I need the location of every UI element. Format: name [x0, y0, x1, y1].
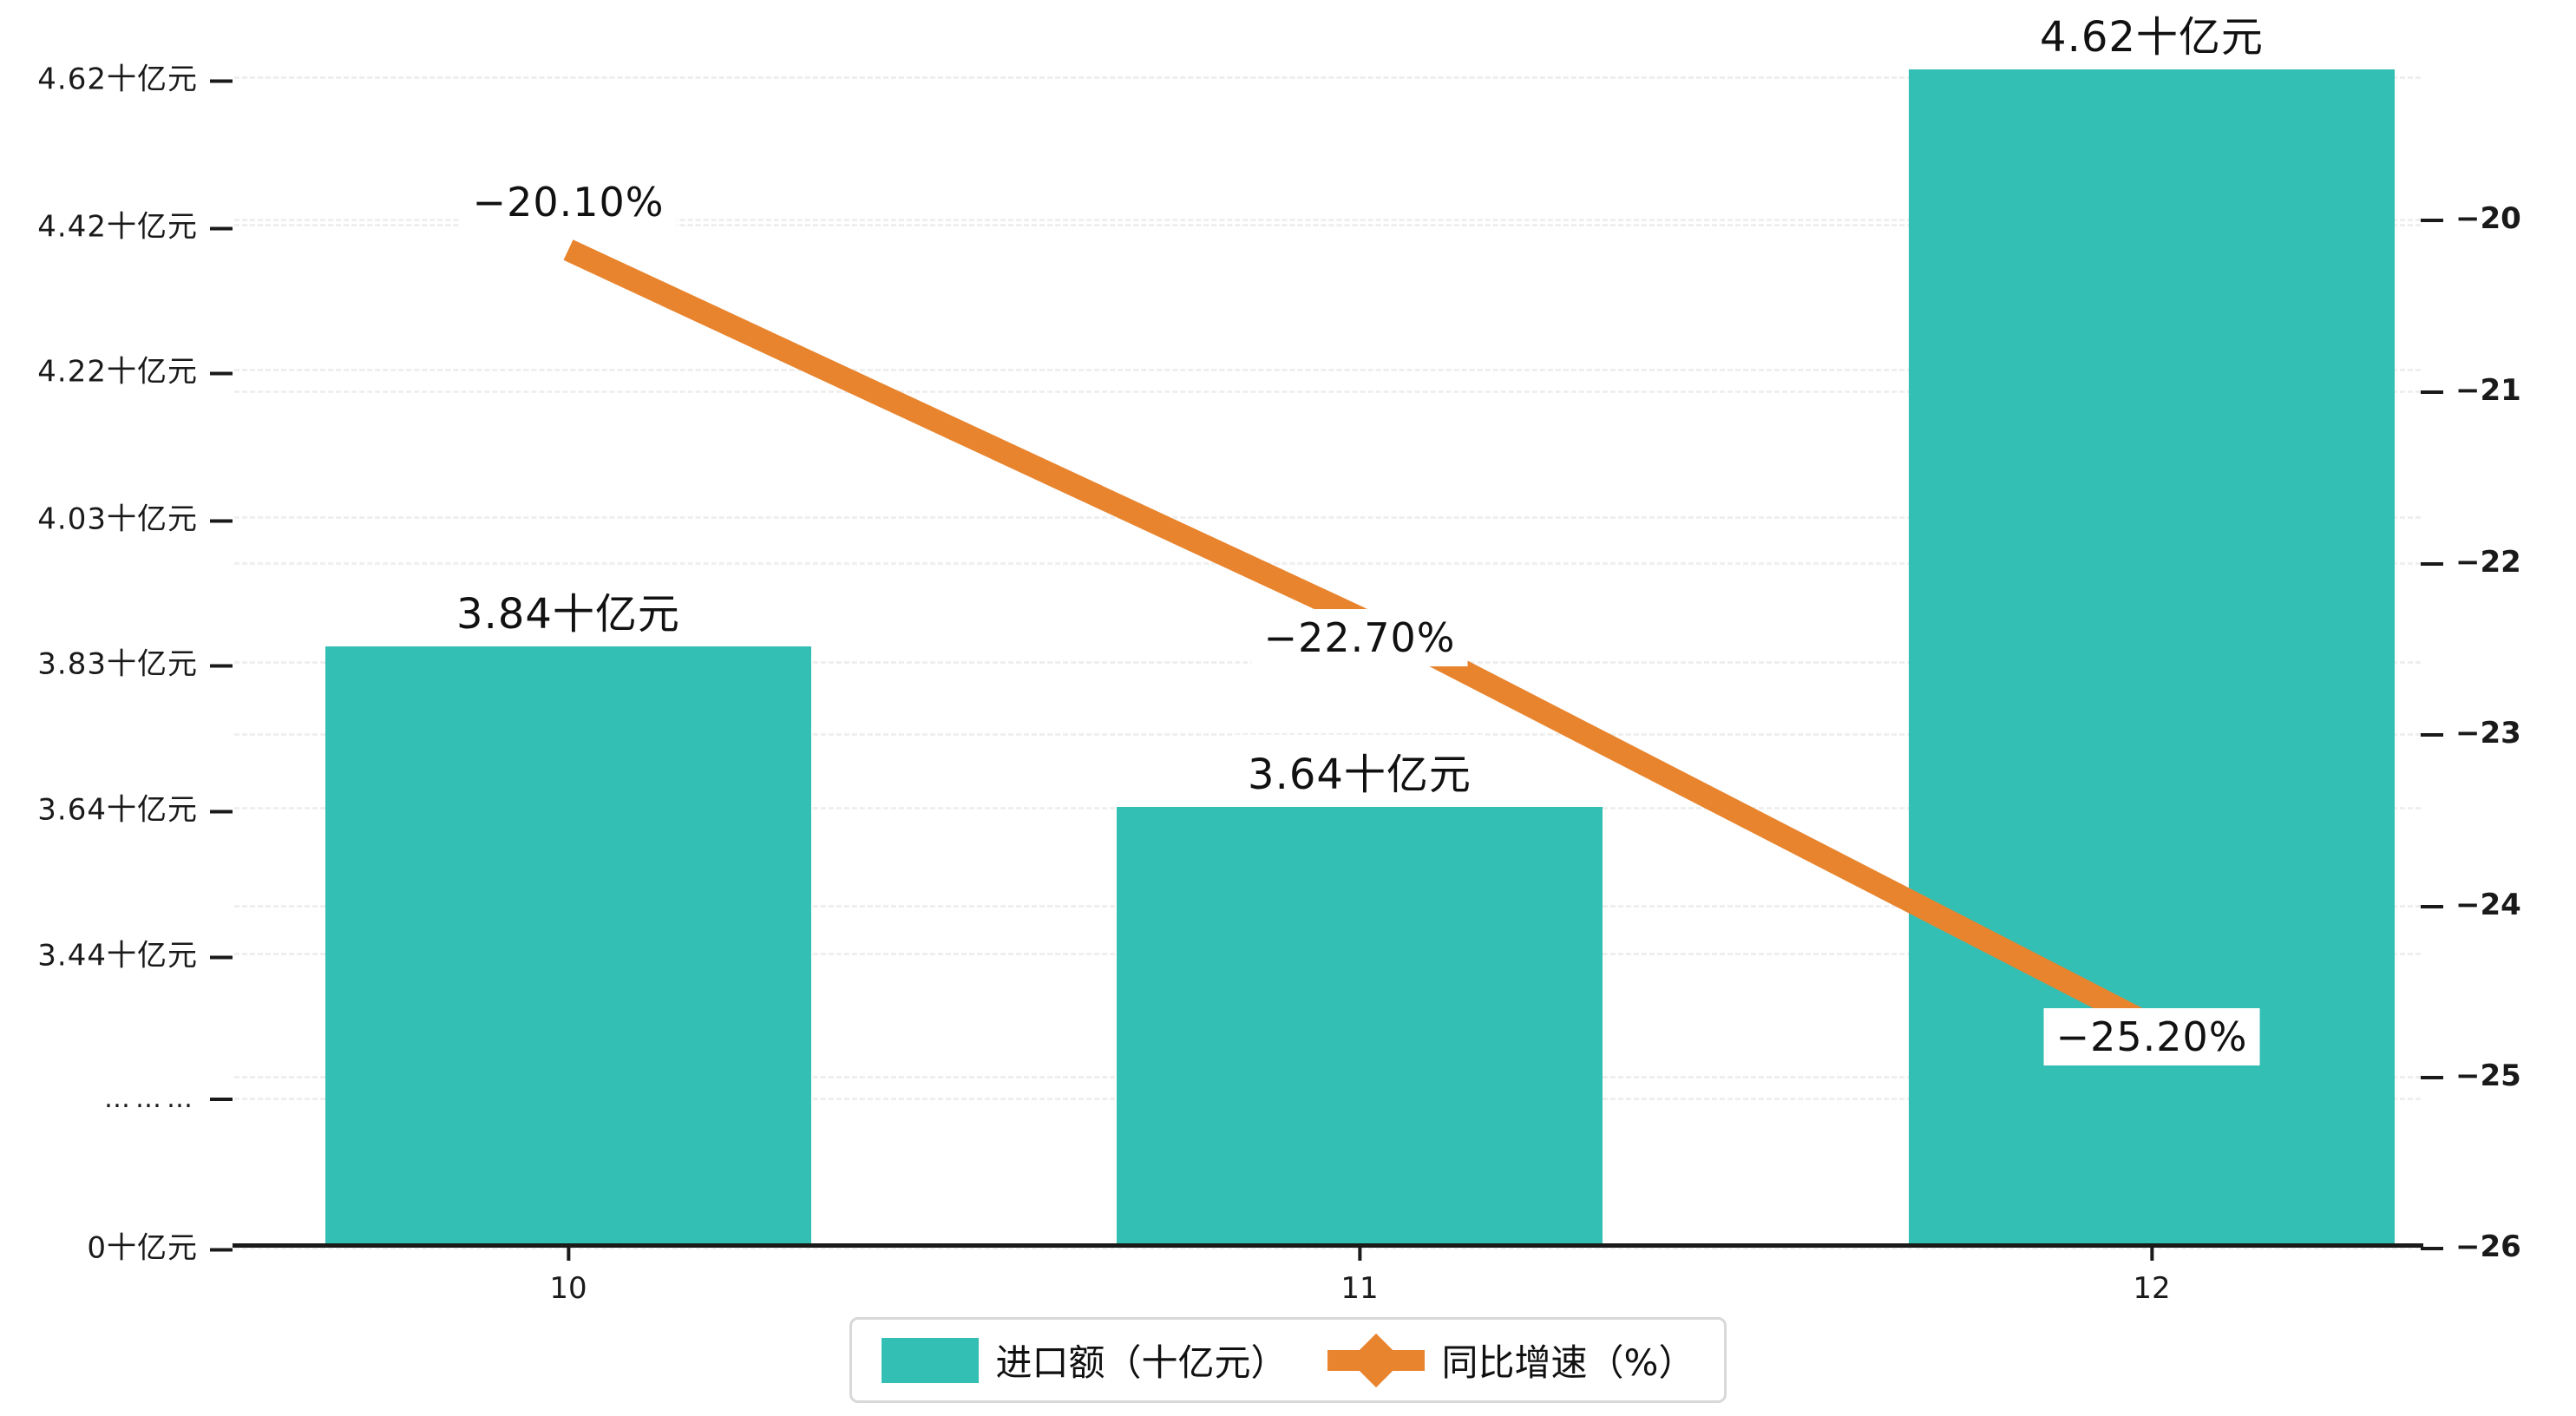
line-value-label: −22.70% [1251, 609, 1468, 666]
tick-text: 0十亿元 [87, 1230, 198, 1266]
gridline [234, 224, 2421, 226]
tick-mark [210, 1097, 233, 1101]
left-y-tick-label: 3.83十亿元 [37, 640, 233, 683]
tick-text: 3.44十亿元 [37, 938, 198, 974]
x-axis-tick-label: 10 [549, 1271, 587, 1306]
tick-mark [210, 955, 233, 959]
tick-mark [566, 1243, 570, 1261]
right-y-axis: −20 −21 −22 −23 −24 −25 −26 [2421, 0, 2576, 1264]
chart-legend[interactable]: 进口额（十亿元） 同比增速（%） [849, 1317, 1727, 1403]
line-value-label: −20.10% [460, 174, 677, 231]
tick-text: 4.42十亿元 [37, 209, 198, 245]
tick-mark [2149, 1243, 2153, 1261]
right-y-tick-label: −23 [2421, 716, 2521, 751]
x-axis-line [233, 1243, 2423, 1248]
right-y-tick-label: −25 [2421, 1059, 2521, 1093]
legend-color-swatch [881, 1337, 979, 1383]
tick-mark [2421, 390, 2443, 394]
gridline [234, 76, 2421, 79]
x-axis-tick-label: 11 [1340, 1271, 1379, 1306]
bar-value-label: 4.62十亿元 [2028, 0, 2276, 69]
bar[interactable] [1117, 807, 1603, 1245]
tick-text: −26 [2455, 1229, 2521, 1264]
gridline [234, 219, 2421, 221]
tick-mark [210, 810, 233, 813]
right-y-tick-label: −20 [2421, 201, 2521, 236]
tick-text: −20 [2455, 201, 2521, 236]
tick-text: −25 [2455, 1059, 2521, 1093]
right-y-tick-label: −26 [2421, 1229, 2521, 1264]
tick-mark [2421, 1075, 2443, 1079]
tick-mark [2421, 1246, 2443, 1250]
tick-text: 4.03十亿元 [37, 502, 198, 537]
x-axis-tick: 11 [1340, 1243, 1379, 1306]
left-y-tick-label: 0十亿元 [87, 1224, 233, 1267]
tick-mark [2421, 218, 2443, 222]
line-value-label: −25.20% [2043, 1008, 2260, 1065]
x-axis-tick: 12 [2133, 1243, 2171, 1306]
tick-mark [2421, 732, 2443, 737]
bar[interactable] [325, 646, 811, 1245]
tick-mark [210, 79, 233, 82]
right-y-tick-label: −22 [2421, 545, 2521, 580]
tick-mark [210, 519, 233, 522]
bar-value-label: 3.64十亿元 [1236, 735, 1484, 806]
tick-text: 3.83十亿元 [37, 646, 198, 682]
left-y-axis: 4.62十亿元 4.42十亿元 4.22十亿元 4.03十亿元 3.83十亿元 3.64十… [0, 0, 233, 1266]
tick-mark [2421, 904, 2443, 908]
tick-text: ……… [104, 1084, 198, 1114]
tick-mark [2421, 561, 2443, 566]
bar-value-label: 3.84十亿元 [444, 574, 692, 646]
left-y-tick-label: 4.62十亿元 [37, 56, 233, 98]
legend-item-label: 进口额（十亿元） [995, 1341, 1288, 1384]
left-y-tick-label: 3.44十亿元 [37, 932, 233, 974]
tick-text: −22 [2455, 545, 2521, 580]
legend-item[interactable]: 同比增速（%） [1327, 1333, 1695, 1387]
legend-item[interactable]: 进口额（十亿元） [881, 1334, 1288, 1386]
right-y-tick-label: −21 [2421, 373, 2521, 408]
tick-text: −24 [2455, 888, 2521, 922]
left-y-tick-label: 4.42十亿元 [37, 203, 233, 246]
tick-text: 4.22十亿元 [37, 354, 198, 390]
left-y-tick-label: 4.22十亿元 [37, 348, 233, 390]
tick-text: −21 [2455, 373, 2521, 408]
tick-mark [210, 664, 233, 667]
x-axis-tick-label: 12 [2133, 1271, 2171, 1306]
legend-diamond-icon [1348, 1333, 1403, 1387]
right-y-tick-label: −24 [2421, 888, 2521, 922]
tick-mark [210, 1248, 233, 1251]
legend-item-label: 同比增速（%） [1441, 1341, 1695, 1384]
tick-text: 4.62十亿元 [37, 62, 198, 97]
tick-text: 3.64十亿元 [37, 792, 198, 828]
gridline [234, 1247, 2421, 1249]
legend-line-marker-icon [1327, 1333, 1425, 1387]
x-axis-tick: 10 [549, 1243, 587, 1306]
tick-text: −23 [2455, 716, 2521, 751]
left-y-tick-label: 4.03十亿元 [37, 495, 233, 538]
tick-mark [210, 371, 233, 375]
tick-mark [1357, 1243, 1361, 1261]
tick-mark [210, 226, 233, 230]
left-y-tick-label: ……… [104, 1080, 233, 1115]
left-y-tick-label: 3.64十亿元 [37, 786, 233, 829]
bar[interactable] [1909, 69, 2395, 1245]
